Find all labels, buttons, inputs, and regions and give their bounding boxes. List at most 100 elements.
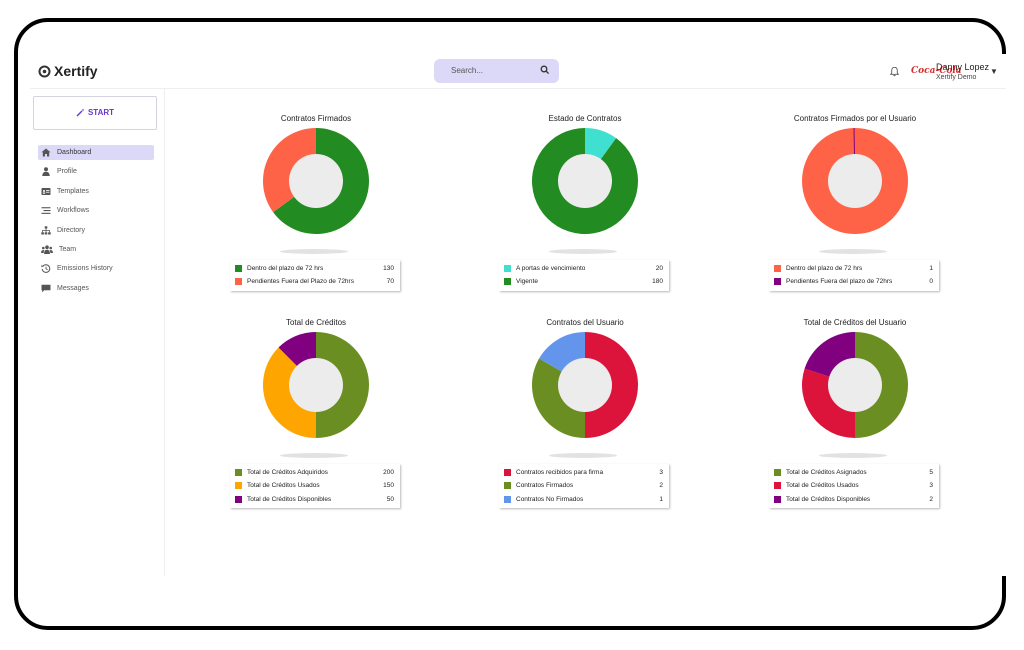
chart-title: Estado de Contratos	[548, 114, 622, 123]
donut-chart[interactable]	[531, 127, 639, 235]
sidebar-item-dashboard[interactable]: Dashboard	[38, 145, 154, 160]
legend-item[interactable]: Contratos Firmados 2	[499, 479, 669, 492]
start-label: START	[87, 108, 115, 117]
legend-label: Contratos Firmados	[516, 482, 574, 490]
sidebar-item-templates[interactable]: Templates	[38, 184, 154, 199]
sidebar-item-label: Team	[59, 245, 77, 253]
chart-title: Total de Créditos	[285, 318, 347, 327]
chevron-down-icon[interactable]: ▼	[990, 67, 998, 76]
legend-item[interactable]: Total de Créditos Adquiridos 200	[230, 466, 400, 479]
sidebar-item-directory[interactable]: Directory	[38, 223, 154, 238]
legend-item[interactable]: Total de Créditos Disponibles 50	[230, 493, 400, 506]
legend-label: A portas de vencimiento	[516, 265, 586, 273]
donut-chart[interactable]	[262, 127, 370, 235]
sidebar-item-profile[interactable]: Profile	[38, 164, 154, 179]
chart-shadow	[819, 453, 887, 458]
donut-chart[interactable]	[801, 127, 909, 235]
legend-label: Total de Créditos Disponibles	[786, 495, 871, 503]
chart-legend: Dentro del plazo de 72 hrs 130 Pendientes …	[230, 260, 400, 291]
xertify-logo-icon	[38, 65, 51, 77]
legend-item[interactable]: Contratos No Firmados 1	[499, 493, 669, 506]
pie-slice[interactable]	[263, 128, 316, 213]
user-name[interactable]: Danny Lopez	[936, 62, 990, 72]
app-window: Xertify Search... Coca-Cola Danny Lopez …	[30, 54, 1006, 576]
legend-swatch	[235, 469, 242, 477]
sidebar-item-team[interactable]: Team	[38, 242, 154, 257]
legend-label: Vigente	[516, 278, 538, 286]
search-input[interactable]: Search...	[451, 66, 484, 75]
donut-hole	[828, 358, 882, 412]
logo-text: Xertify	[54, 63, 98, 79]
legend-value: 20	[655, 265, 663, 273]
start-button[interactable]: START	[33, 96, 157, 130]
legend-value: 3	[659, 469, 663, 477]
top-bar: Xertify Search... Coca-Cola Danny Lopez …	[30, 54, 1006, 89]
sidebar-item-label: Messages	[57, 284, 89, 292]
sidebar-item-emissions-history[interactable]: Emissions History	[38, 261, 154, 276]
legend-swatch	[235, 482, 242, 490]
chart-legend: A portas de vencimiento 20 Vigente 180	[499, 260, 669, 291]
chart-shadow	[549, 453, 617, 458]
donut-hole	[558, 358, 612, 412]
legend-label: Contratos recibidos para firma	[516, 469, 604, 477]
chart-panel: Total de Créditos del Usuario Total de Cr…	[769, 318, 941, 508]
sitemap-icon	[41, 225, 51, 235]
team-icon	[41, 245, 53, 254]
search-icon[interactable]	[540, 65, 550, 75]
legend-value: 0	[929, 278, 933, 286]
sidebar-item-messages[interactable]: Messages	[38, 281, 154, 296]
legend-value: 130	[383, 265, 394, 273]
donut-hole	[289, 358, 343, 412]
sidebar-item-workflows[interactable]: Workflows	[38, 203, 154, 218]
legend-value: 1	[929, 265, 933, 273]
legend-label: Total de Créditos Asignados	[786, 469, 867, 477]
donut-chart[interactable]	[801, 331, 909, 439]
chart-shadow	[280, 249, 348, 254]
chart-title: Contratos Firmados	[280, 114, 352, 123]
donut-chart[interactable]	[262, 331, 370, 439]
legend-item[interactable]: Dentro del plazo de 72 hrs 1	[769, 262, 939, 275]
user-icon	[42, 167, 50, 177]
legend-value: 2	[929, 495, 933, 503]
legend-item[interactable]: A portas de vencimiento 20	[499, 262, 669, 275]
company-brand-logo: Coca-Cola	[911, 66, 962, 76]
legend-item[interactable]: Pendientes Fuera del Plazo de 72hrs 70	[230, 275, 400, 288]
legend-swatch	[774, 469, 781, 477]
legend-item[interactable]: Dentro del plazo de 72 hrs 130	[230, 262, 400, 275]
legend-label: Total de Créditos Disponibles	[247, 495, 332, 503]
legend-swatch	[504, 278, 511, 286]
legend-item[interactable]: Total de Créditos Usados 150	[230, 479, 400, 492]
chart-legend: Dentro del plazo de 72 hrs 1 Pendientes Fu…	[769, 260, 939, 291]
legend-item[interactable]: Vigente 180	[499, 275, 669, 288]
donut-chart[interactable]	[531, 331, 639, 439]
donut-hole	[289, 154, 343, 208]
chart-title: Total de Créditos del Usuario	[803, 318, 907, 327]
search-box[interactable]: Search...	[434, 59, 559, 83]
sidebar-item-label: Profile	[57, 168, 77, 176]
legend-item[interactable]: Total de Créditos Asignados 5	[769, 466, 939, 479]
legend-value: 50	[386, 495, 394, 503]
donut-hole	[558, 154, 612, 208]
legend-label: Contratos No Firmados	[516, 495, 584, 503]
sidebar-item-label: Dashboard	[57, 149, 92, 156]
pie-slice[interactable]	[263, 347, 316, 438]
legend-label: Dentro del plazo de 72 hrs	[786, 265, 863, 273]
legend-value: 70	[386, 278, 394, 286]
chart-panel: Total de Créditos Total de Créditos Adqui…	[230, 318, 402, 508]
legend-item[interactable]: Total de Créditos Usados 3	[769, 479, 939, 492]
legend-label: Total de Créditos Adquiridos	[247, 469, 328, 477]
legend-item[interactable]: Contratos recibidos para firma 3	[499, 466, 669, 479]
id-card-icon	[41, 187, 51, 195]
legend-value: 3	[929, 482, 933, 490]
legend-item[interactable]: Total de Créditos Disponibles 2	[769, 493, 939, 506]
sidebar-nav: Dashboard Profile Templates Workflows Di…	[38, 145, 154, 300]
legend-item[interactable]: Pendientes Fuera del plazo de 72hrs 0	[769, 275, 939, 288]
legend-label: Total de Créditos Usados	[247, 482, 320, 490]
logo[interactable]: Xertify	[38, 63, 98, 79]
chart-legend: Total de Créditos Asignados 5 Total de Cré…	[769, 464, 939, 508]
sidebar-item-label: Directory	[57, 226, 86, 234]
legend-value: 180	[652, 278, 663, 286]
sidebar: START Dashboard Profile Templates Workfl…	[30, 88, 165, 576]
bell-icon[interactable]	[889, 66, 900, 77]
legend-swatch	[774, 265, 781, 273]
